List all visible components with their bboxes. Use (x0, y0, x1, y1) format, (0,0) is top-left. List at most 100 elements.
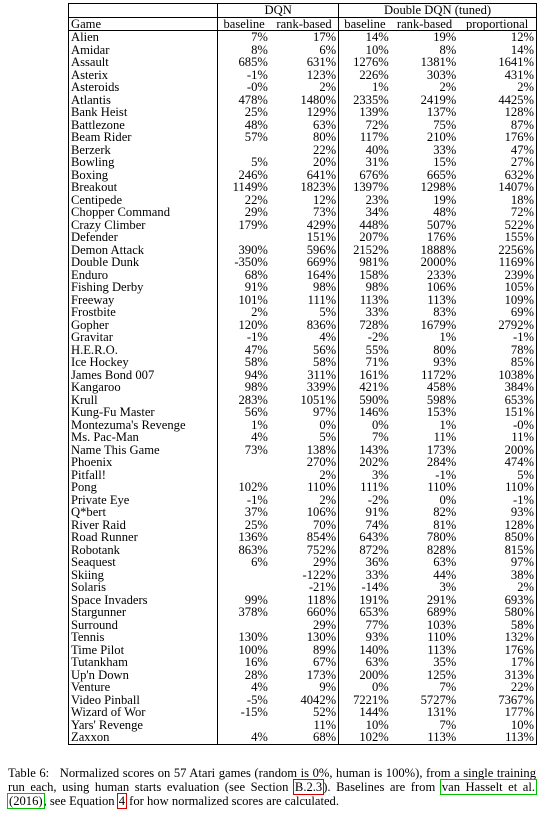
game-cell: Zaxxon (67, 731, 219, 745)
baseline-ddqn-cell: 7221% (353, 692, 389, 707)
game-cell: Double Dunk (67, 256, 219, 269)
table-row: Beam Rider 57% 80% 117% 210% 176% (67, 130, 538, 144)
citation-link-author[interactable]: van Hasselt et al. (439, 779, 538, 795)
baseline-dqn-cell: 100% (238, 642, 268, 657)
baseline-dqn-cell: 25% (244, 105, 268, 119)
game-cell: James Bond 007 (67, 368, 219, 381)
proportional-ddqn-cell: 128% (458, 518, 538, 531)
baseline-ddqn-cell: 34% (365, 205, 389, 219)
baseline-dqn-cell: 4% (217, 731, 270, 745)
game-cell: Beam Rider (67, 131, 219, 144)
rank-dqn-cell: 2% (269, 493, 340, 506)
baseline-dqn-cell: -15% (240, 705, 268, 719)
rank-ddqn-cell: 507% (426, 217, 457, 232)
rank-ddqn-cell: 80% (433, 342, 457, 357)
table-row: River Raid 25% 70% 74% 81% 128% (67, 518, 538, 531)
table-row: Robotank 863% 752% 872% 828% 815% (67, 543, 538, 556)
rank-ddqn-cell: 113% (427, 642, 457, 657)
rank-ddqn-cell: 63% (433, 555, 457, 569)
game-cell: Crazy Climber (67, 218, 219, 231)
table-row: Wizard of Wor -15% 52% 144% 131% 177% (67, 705, 538, 719)
table-row: Phoenix 270% 202% 284% 474% (67, 455, 538, 469)
rank-dqn-cell: 9% (269, 681, 340, 694)
rank-ddqn-cell: 284% (426, 455, 457, 469)
baseline-ddqn-cell: 1% (371, 80, 389, 94)
equation-ref-link[interactable]: 4 (116, 793, 128, 809)
rank-ddqn-cell: 19% (433, 192, 457, 207)
table-row: Bank Heist 25% 129% 139% 137% 128% (67, 105, 538, 119)
proportional-ddqn-cell: 177% (458, 706, 538, 719)
baseline-dqn-cell: 6% (251, 555, 268, 569)
rank-dqn-cell: 631% (269, 56, 340, 69)
table-row: Up'n Down 28% 173% 200% 125% 313% (67, 668, 538, 681)
table-row: Assault 685% 631% 1276% 1381% 1641% (67, 55, 538, 69)
baseline-dqn-cell: -1% (246, 67, 268, 82)
baseline-ddqn-cell: 0% (371, 417, 389, 432)
baseline-ddqn-cell: 91% (365, 505, 389, 519)
rank-ddqn-cell: 176% (426, 230, 457, 244)
table-row: Alien 7% 17% 14% 19% 12% (67, 30, 538, 44)
rank-ddqn-cell: 3% (439, 580, 457, 594)
game-cell: H.E.R.O. (67, 343, 219, 356)
rank-ddqn-cell: 19% (433, 30, 457, 44)
game-cell: Asterix (67, 68, 219, 81)
table-row: Krull 283% 1051% 590% 598% 653% (67, 393, 538, 406)
rank-ddqn-cell: 5727% (420, 692, 457, 707)
rank-ddqn-cell: 113% (427, 292, 457, 307)
caption-text-a: Normalized scores on 57 Atari games (ran… (8, 766, 536, 794)
col-rank-ddqn-header: rank-based (390, 16, 459, 31)
col-baseline-dqn-header: baseline (217, 16, 270, 31)
proportional-ddqn-cell: 128% (458, 106, 538, 119)
proportional-ddqn-cell: 2256% (458, 243, 538, 256)
table-row: Yars' Revenge 11% 10% 7% 10% (67, 718, 538, 731)
table-row: Venture 4% 9% 0% 7% 22% (67, 681, 538, 694)
game-cell: Demon Attack (67, 243, 219, 256)
citation-link-year[interactable]: (2016) (7, 793, 45, 809)
game-cell: Atlantis (67, 93, 219, 106)
rank-dqn-cell: 22% (269, 143, 340, 156)
proportional-ddqn-cell: 22% (458, 681, 538, 694)
section-ref-link[interactable]: B.2.3 (292, 779, 325, 795)
baseline-ddqn-cell: 191% (359, 592, 389, 607)
col-game-header: Game (67, 16, 219, 31)
game-cell: Solaris (67, 581, 219, 594)
rank-dqn-cell: 1051% (269, 393, 340, 406)
game-cell: Frostbite (67, 306, 219, 319)
baseline-dqn-cell (218, 581, 270, 594)
baseline-ddqn-cell: 1276% (353, 55, 389, 69)
rank-dqn-cell: -21% (269, 581, 340, 594)
group-dqn-header: DQN (217, 3, 340, 17)
normalized-scores-table: DQN Double DQN (tuned) Game baseline ran… (67, 3, 538, 745)
table-row: Seaquest 6% 29% 36% 63% 97% (67, 555, 538, 569)
rank-dqn-cell: 73% (269, 206, 340, 219)
rank-ddqn-cell: 2% (439, 80, 457, 94)
table-row: Ice Hockey 58% 58% 71% 93% 85% (67, 356, 538, 369)
proportional-ddqn-cell: 18% (458, 193, 538, 206)
game-cell: Wizard of Wor (67, 706, 219, 719)
col-baseline-ddqn-header: baseline (338, 16, 391, 31)
proportional-ddqn-cell: 4425% (458, 93, 538, 106)
rank-ddqn-cell: 0% (439, 492, 457, 507)
baseline-dqn-cell: 56% (244, 405, 268, 419)
baseline-dqn-cell: 5% (251, 155, 268, 169)
table-row: Asteroids -0% 2% 1% 2% 2% (67, 80, 538, 94)
baseline-dqn-cell: 29% (244, 205, 268, 219)
rank-ddqn-cell: 153% (426, 405, 457, 419)
rank-ddqn-cell: 44% (433, 567, 457, 582)
table-row: Breakout 1149% 1823% 1397% 1298% 1407% (67, 180, 538, 194)
game-cell: Montezuma's Revenge (67, 418, 219, 431)
table-row: Tennis 130% 130% 93% 110% 132% (67, 631, 538, 644)
proportional-ddqn-cell: 850% (458, 531, 538, 544)
game-cell: Assault (67, 56, 219, 69)
table-row: Gravitar -1% 4% -2% 1% -1% (67, 331, 538, 344)
rank-ddqn-cell: 1381% (420, 55, 457, 69)
game-cell: Pong (67, 481, 219, 494)
proportional-ddqn-cell: 47% (458, 143, 538, 156)
rank-dqn-cell: 311% (269, 368, 340, 381)
baseline-dqn-cell: 1149% (232, 180, 268, 194)
baseline-ddqn-cell: 111% (360, 480, 389, 494)
proportional-ddqn-cell: -0% (458, 418, 538, 431)
rank-ddqn-cell: 1298% (420, 180, 457, 194)
rank-ddqn-cell: 2000% (420, 255, 457, 269)
rank-ddqn-cell: 210% (426, 130, 457, 144)
